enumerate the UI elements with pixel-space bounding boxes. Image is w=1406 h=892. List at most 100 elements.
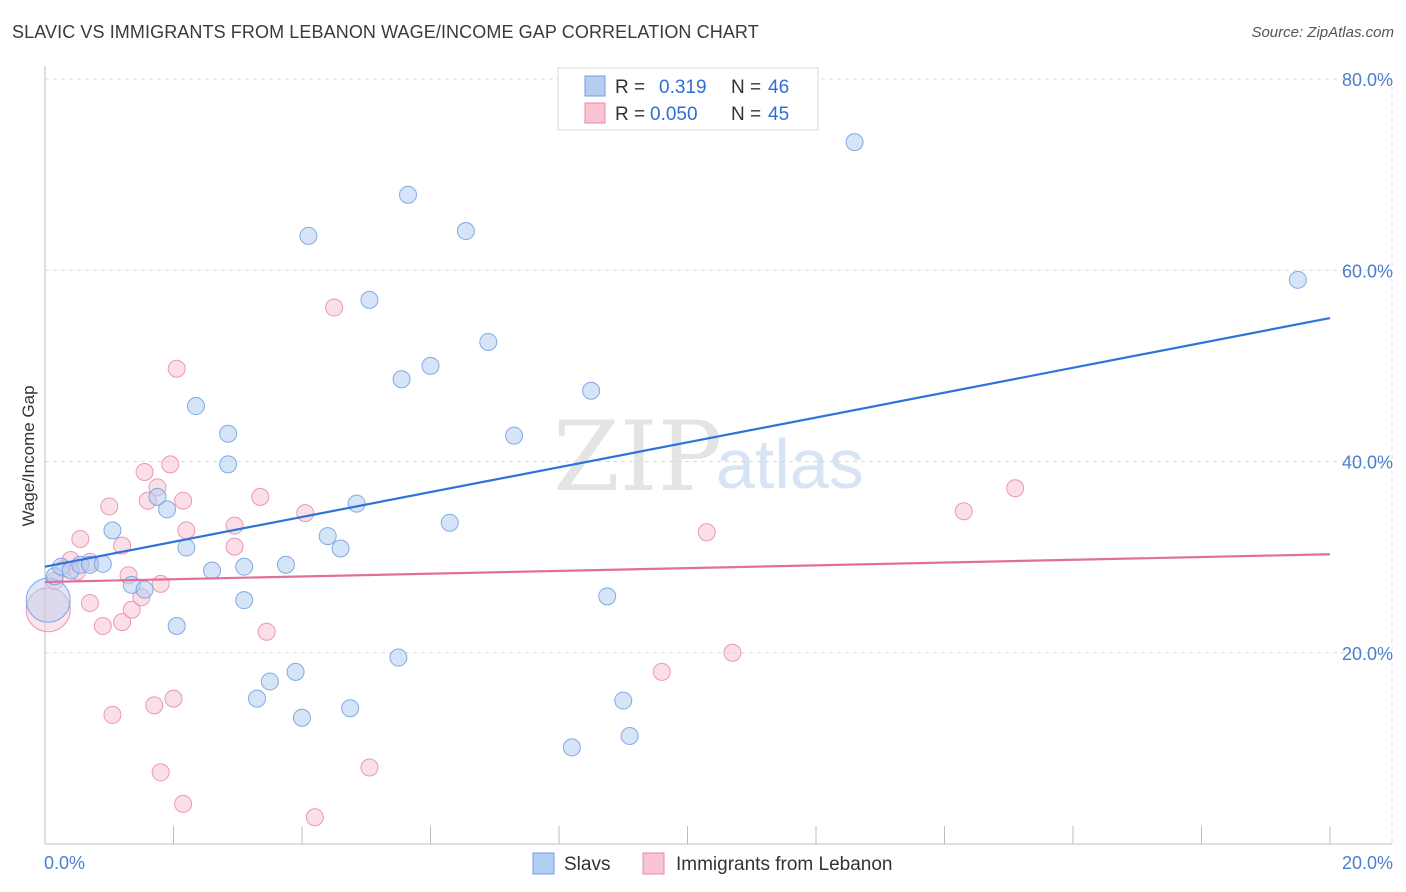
slavs-point xyxy=(158,500,177,519)
lebanon-point xyxy=(1006,479,1025,498)
slavs-point xyxy=(93,554,112,573)
lebanon-point xyxy=(100,497,119,516)
slavs-point xyxy=(331,539,350,558)
legend: R = 0.319 N = 46 R = 0.050 N = 45 xyxy=(557,67,819,131)
slavs-point xyxy=(235,591,254,610)
slavs-point xyxy=(479,332,498,351)
slavs-point xyxy=(219,455,238,474)
bottom-legend-swatch-slavs xyxy=(532,852,555,875)
chart-title: SLAVIC VS IMMIGRANTS FROM LEBANON WAGE/I… xyxy=(12,22,759,42)
legend-n-value-lebanon: 45 xyxy=(768,104,789,125)
legend-swatch-lebanon xyxy=(584,102,606,124)
slavs-trend-line xyxy=(44,316,1331,568)
bottom-legend: Slavs Immigrants from Lebanon xyxy=(532,852,893,875)
lebanon-point xyxy=(113,613,132,632)
slavs-point xyxy=(299,226,318,245)
legend-n-label-lebanon: N = xyxy=(731,104,761,125)
lebanon-point xyxy=(151,574,170,593)
slavs-points xyxy=(25,133,1307,757)
lebanon-point xyxy=(151,763,170,782)
x-tick-label: 20.0% xyxy=(1342,853,1393,873)
slavs-point xyxy=(248,689,267,708)
lebanon-point xyxy=(225,537,244,556)
y-tick-label: 80.0% xyxy=(1342,70,1393,90)
watermark: ZIP atlas xyxy=(553,401,864,513)
slavs-point xyxy=(276,555,295,574)
slavs-point xyxy=(177,538,196,557)
lebanon-point xyxy=(174,491,193,510)
slavs-point xyxy=(421,356,440,375)
lebanon-point xyxy=(164,689,183,708)
slavs-point xyxy=(347,494,366,513)
trend-lines xyxy=(44,316,1331,584)
slavs-point xyxy=(845,133,864,152)
lebanon-point xyxy=(257,622,276,641)
legend-r-value-slavs: 0.319 xyxy=(659,77,707,98)
lebanon-point xyxy=(25,587,71,633)
lebanon-point xyxy=(174,794,193,813)
slavs-point xyxy=(392,370,411,389)
lebanon-point xyxy=(325,298,344,317)
watermark-zip: ZIP xyxy=(553,401,722,513)
x-tick-label: 0.0% xyxy=(44,853,85,873)
bottom-legend-label-lebanon: Immigrants from Lebanon xyxy=(676,854,893,875)
slavs-point xyxy=(360,290,379,309)
watermark-atlas: atlas xyxy=(716,425,864,503)
legend-n-value-slavs: 46 xyxy=(768,77,789,98)
slavs-point xyxy=(620,726,639,745)
slavs-point xyxy=(186,397,205,416)
slavs-point xyxy=(235,557,254,576)
lebanon-point xyxy=(697,523,716,542)
lebanon-point xyxy=(360,758,379,777)
lebanon-point xyxy=(122,600,141,619)
slavs-point xyxy=(456,222,475,241)
lebanon-point xyxy=(296,504,315,523)
slavs-point xyxy=(103,521,122,540)
lebanon-point xyxy=(135,463,154,482)
slavs-point xyxy=(260,672,279,691)
slavs-point xyxy=(614,691,633,710)
legend-r-value-lebanon: 0.050 xyxy=(650,104,698,125)
legend-r-label-lebanon: R = xyxy=(615,104,645,125)
lebanon-point xyxy=(652,662,671,681)
slavs-point xyxy=(286,662,305,681)
bottom-legend-label-slavs: Slavs xyxy=(564,854,610,875)
lebanon-point xyxy=(80,594,99,613)
slavs-point xyxy=(293,708,311,727)
lebanon-points xyxy=(25,298,1025,827)
lebanon-point xyxy=(251,487,270,506)
lebanon-point xyxy=(103,705,122,724)
lebanon-trend-line xyxy=(44,553,1331,584)
slavs-point xyxy=(1288,270,1307,289)
tick-labels: 20.0% 40.0% 60.0% 80.0% 0.0% 20.0% xyxy=(44,70,1393,873)
lebanon-point xyxy=(93,616,112,635)
axes xyxy=(44,66,1392,845)
slavs-point xyxy=(389,648,408,667)
y-axis-label: Wage/Income Gap xyxy=(19,385,38,526)
lebanon-point xyxy=(145,696,164,715)
slavs-point xyxy=(203,561,222,580)
y-tick-label: 60.0% xyxy=(1342,261,1393,281)
lebanon-point xyxy=(177,521,196,540)
lebanon-point xyxy=(305,808,324,827)
legend-r-label-slavs: R = xyxy=(615,77,645,98)
bottom-legend-swatch-lebanon xyxy=(642,852,665,875)
slavs-point xyxy=(399,185,418,204)
slavs-point xyxy=(562,738,581,757)
slavs-point xyxy=(505,426,524,445)
slavs-point xyxy=(440,513,459,532)
legend-swatch-slavs xyxy=(584,75,606,97)
y-tick-label: 20.0% xyxy=(1342,644,1393,664)
slavs-point xyxy=(25,577,71,623)
slavs-point xyxy=(341,699,360,718)
legend-n-label-slavs: N = xyxy=(731,77,761,98)
lebanon-point xyxy=(71,529,90,548)
lebanon-point xyxy=(167,359,186,378)
lebanon-point xyxy=(954,502,973,521)
slavs-point xyxy=(318,527,337,546)
slavs-point xyxy=(582,381,601,400)
source-label: Source: ZipAtlas.com xyxy=(1251,24,1394,41)
slavs-point xyxy=(598,587,617,606)
slavs-point xyxy=(135,580,154,599)
